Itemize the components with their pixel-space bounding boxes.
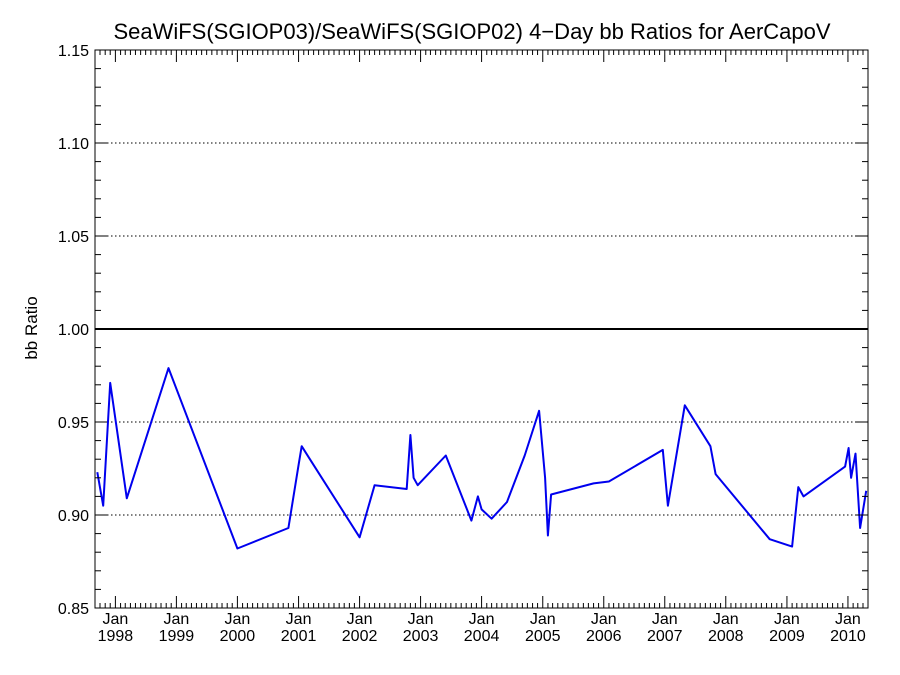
- x-tick-label-month: Jan: [835, 611, 861, 628]
- y-tick-label: 1.00: [58, 322, 89, 339]
- x-tick-label-month: Jan: [713, 611, 739, 628]
- x-tick-labels: Jan1998Jan1999Jan2000Jan2001Jan2002Jan20…: [98, 611, 866, 645]
- x-tick-label-year: 2003: [403, 628, 439, 645]
- x-tick-label-month: Jan: [591, 611, 617, 628]
- x-tick-label-month: Jan: [408, 611, 434, 628]
- axis-ticks: [94, 49, 869, 609]
- x-tick-label-year: 2009: [769, 628, 805, 645]
- y-tick-label: 1.05: [58, 229, 89, 246]
- x-tick-label-year: 2010: [830, 628, 866, 645]
- series-line: [96, 367, 868, 550]
- x-tick-label-month: Jan: [163, 611, 189, 628]
- x-tick-label-year: 2004: [464, 628, 500, 645]
- x-tick-label-month: Jan: [652, 611, 678, 628]
- y-tick-label: 0.90: [58, 508, 89, 525]
- x-tick-label-month: Jan: [102, 611, 128, 628]
- x-tick-label-month: Jan: [530, 611, 556, 628]
- x-tick-label-month: Jan: [469, 611, 495, 628]
- x-tick-label-month: Jan: [286, 611, 312, 628]
- y-tick-labels: 0.85 0.90 0.95 1.00 1.05 1.10 1.15: [58, 43, 89, 618]
- x-tick-label-year: 2008: [708, 628, 744, 645]
- x-tick-label-year: 2007: [647, 628, 683, 645]
- y-tick-label: 1.15: [58, 43, 89, 60]
- x-tick-label-month: Jan: [225, 611, 251, 628]
- x-tick-label-year: 2000: [220, 628, 256, 645]
- x-tick-label-year: 2006: [586, 628, 622, 645]
- y-tick-label: 1.10: [58, 136, 89, 153]
- y-axis-label: bb Ratio: [22, 296, 41, 359]
- series-group: [96, 367, 868, 550]
- y-tick-label: 0.85: [58, 601, 89, 618]
- x-tick-label-year: 1998: [98, 628, 134, 645]
- x-tick-label-month: Jan: [347, 611, 373, 628]
- x-tick-label-year: 2002: [342, 628, 378, 645]
- x-tick-label-year: 2005: [525, 628, 561, 645]
- y-tick-label: 0.95: [58, 415, 89, 432]
- chart-title: SeaWiFS(SGIOP03)/SeaWiFS(SGIOP02) 4−Day …: [113, 19, 830, 44]
- x-tick-label-year: 1999: [159, 628, 195, 645]
- x-tick-label-month: Jan: [774, 611, 800, 628]
- x-tick-label-year: 2001: [281, 628, 317, 645]
